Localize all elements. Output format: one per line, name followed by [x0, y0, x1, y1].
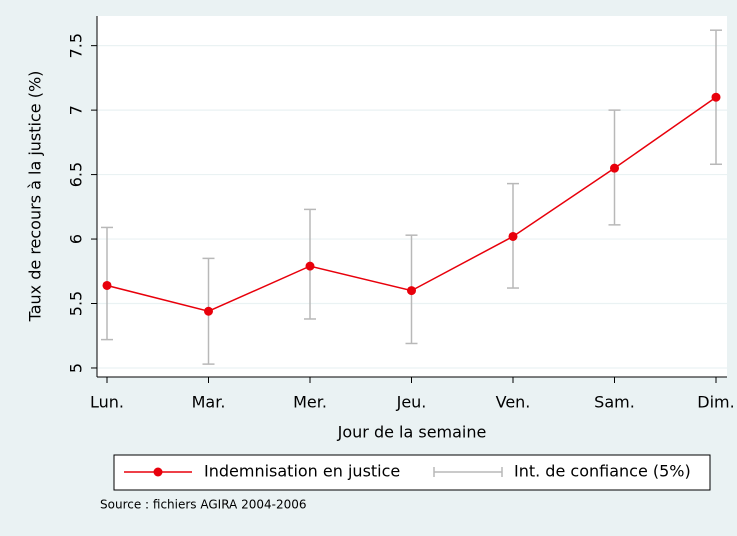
data-point: [407, 286, 416, 296]
y-tick-label: 6: [67, 234, 86, 244]
x-tick-label: Ven.: [496, 393, 531, 412]
x-tick-label: Mer.: [293, 393, 327, 412]
y-tick-label: 6.5: [67, 162, 86, 187]
legend-label: Indemnisation en justice: [204, 462, 400, 481]
data-point: [508, 231, 518, 241]
source-note: Source : fichiers AGIRA 2004-2006: [100, 498, 306, 512]
y-tick-label: 7: [67, 105, 86, 115]
data-point: [610, 163, 619, 173]
x-axis-label: Jour de la semaine: [337, 423, 487, 442]
data-point: [305, 261, 315, 271]
y-axis-label: Taux de recours à la justice (%): [26, 71, 45, 323]
y-tick-label: 7.5: [67, 33, 86, 58]
x-tick-label: Mar.: [192, 393, 226, 412]
y-tick-label: 5.5: [67, 291, 86, 316]
data-point: [711, 92, 721, 102]
x-tick-label: Dim.: [697, 393, 734, 412]
data-point: [102, 280, 112, 290]
x-tick-label: Sam.: [594, 393, 635, 412]
x-tick-label: Jeu.: [396, 393, 427, 412]
legend-marker: [153, 467, 163, 477]
x-tick-label: Lun.: [90, 393, 124, 412]
y-tick-label: 5: [67, 363, 86, 373]
data-point: [204, 306, 213, 316]
legend-label: Int. de confiance (5%): [514, 462, 691, 481]
legend: [113, 454, 711, 491]
